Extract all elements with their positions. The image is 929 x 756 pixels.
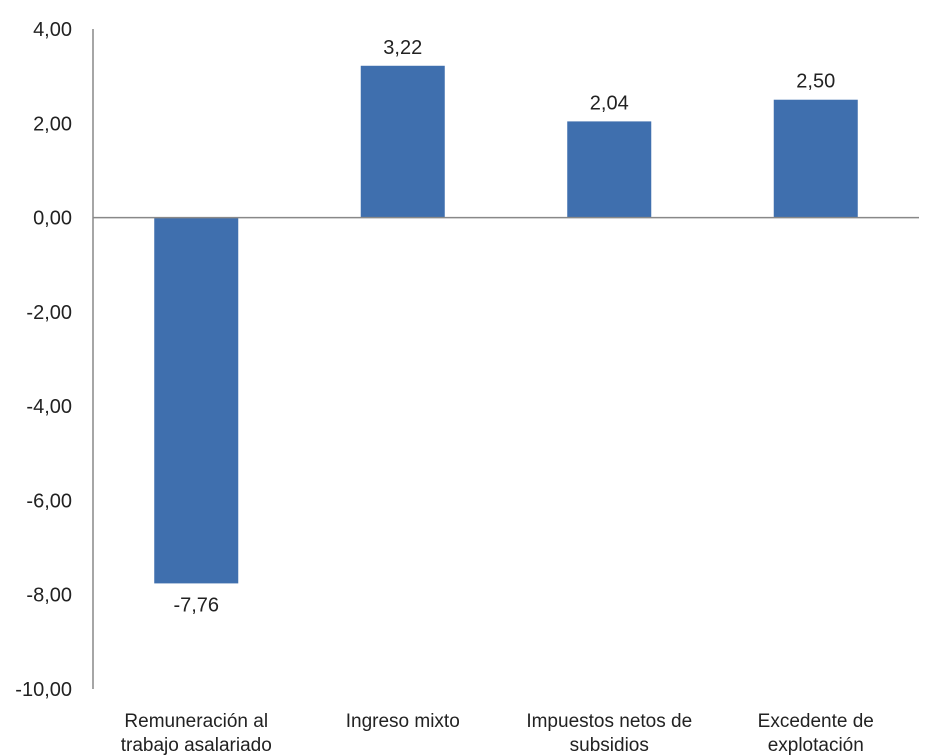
y-tick-label: -6,00 — [26, 490, 72, 512]
category-label: Ingreso mixto — [346, 711, 460, 732]
category-label: Remuneración al — [124, 711, 268, 732]
category-label: Excedente de — [758, 711, 874, 732]
y-tick-label: -10,00 — [15, 679, 72, 701]
data-label: -7,76 — [173, 594, 219, 616]
y-tick-label: -8,00 — [26, 585, 72, 607]
bar — [567, 121, 652, 218]
category-label: explotación — [768, 735, 864, 756]
bar — [154, 217, 239, 584]
y-tick-label: -4,00 — [26, 396, 72, 418]
data-label: 3,22 — [383, 37, 422, 59]
y-tick-label: -2,00 — [26, 302, 72, 324]
y-tick-label: 2,00 — [33, 113, 72, 135]
category-label: trabajo asalariado — [121, 735, 272, 756]
bar — [773, 99, 858, 218]
category-label: Impuestos netos de — [526, 711, 692, 732]
category-label: subsidios — [570, 735, 649, 756]
y-tick-label: 0,00 — [33, 208, 72, 230]
y-tick-label: 4,00 — [33, 19, 72, 41]
bars — [154, 65, 858, 584]
bar — [360, 65, 445, 218]
data-label: 2,04 — [590, 92, 629, 114]
category-labels: Remuneración al trabajo asalariado Ingreso… — [121, 711, 874, 756]
y-axis-ticks: 4,00 2,00 0,00 -2,00 -4,00 -6,00 -8,00 -10,00 — [15, 19, 72, 701]
data-labels: -7,76 3,22 2,04 2,50 — [173, 37, 835, 617]
data-label: 2,50 — [796, 71, 835, 93]
